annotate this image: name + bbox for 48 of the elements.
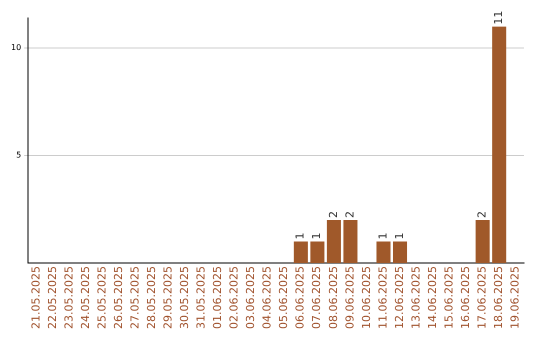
x-tick-label: 12.06.2025 (392, 266, 406, 330)
data-label: 2 (476, 211, 489, 218)
x-tick-label: 06.06.2025 (294, 266, 307, 330)
bar (476, 220, 490, 264)
x-tick-label: 11.06.2025 (376, 266, 390, 330)
data-label: 1 (294, 232, 307, 240)
bar (392, 242, 408, 264)
x-tick-label: 21.05.2025 (29, 266, 42, 330)
x-tick-label: 26.05.2025 (112, 266, 125, 330)
data-label: 2 (343, 211, 356, 218)
x-tick-label: 04.06.2025 (260, 266, 274, 330)
x-tick-label: 28.05.2025 (144, 266, 158, 330)
data-label: 1 (392, 232, 406, 240)
x-tick-label: 29.05.2025 (162, 266, 175, 330)
x-tick-label: 02.06.2025 (228, 266, 241, 330)
x-tick-label: 24.05.2025 (78, 266, 92, 330)
x-tick-label: 18.06.2025 (492, 266, 506, 330)
data-label: 11 (492, 10, 506, 25)
x-tick-label: 30.05.2025 (178, 266, 192, 330)
y-tick-label: 10 (10, 43, 22, 52)
x-tick-label: 15.06.2025 (442, 266, 456, 330)
x-tick-label: 16.06.2025 (458, 266, 472, 330)
x-tick-label: 25.05.2025 (95, 266, 108, 330)
data-label: 2 (326, 211, 340, 218)
x-tick-label: 23.05.2025 (62, 266, 76, 330)
x-tick-label: 09.06.2025 (343, 266, 356, 330)
x-tick-label: 07.06.2025 (310, 266, 324, 330)
bar (310, 242, 324, 264)
x-tick-label: 17.06.2025 (476, 266, 489, 330)
data-label: 1 (310, 232, 324, 240)
x-tick-label: 08.06.2025 (326, 266, 340, 330)
x-tick-label: 03.06.2025 (244, 266, 258, 330)
bar (343, 220, 358, 264)
bar (294, 242, 308, 264)
x-tick-label: 10.06.2025 (360, 266, 373, 330)
x-tick-label: 19.06.2025 (508, 266, 522, 330)
bar (376, 242, 391, 264)
x-tick-label: 14.06.2025 (426, 266, 439, 330)
x-tick-label: 13.06.2025 (409, 266, 422, 330)
bar (326, 220, 341, 264)
bar (492, 26, 506, 264)
x-tick-label: 22.05.2025 (46, 266, 59, 330)
y-tick-label: 5 (16, 150, 22, 160)
x-tick-label: 31.05.2025 (194, 266, 208, 330)
x-tick-label: 01.06.2025 (211, 266, 224, 330)
data-label: 1 (376, 232, 390, 240)
x-tick-label: 27.05.2025 (128, 266, 142, 330)
x-tick-label: 05.06.2025 (277, 266, 290, 330)
